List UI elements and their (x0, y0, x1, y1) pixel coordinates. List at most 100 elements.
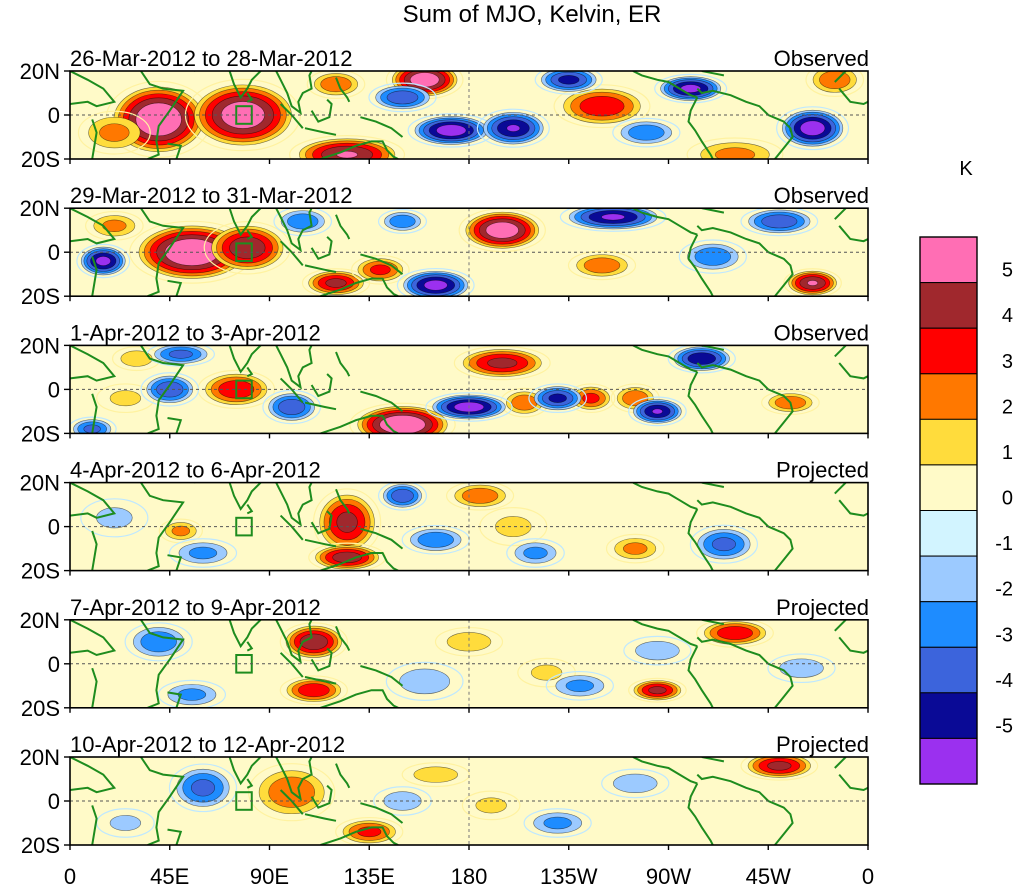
y-tick-label: 0 (48, 652, 60, 677)
coastline (834, 619, 847, 632)
chart-title: Sum of MJO, Kelvin, ER (403, 1, 662, 28)
contour-level (628, 124, 665, 141)
colorbar-swatch (919, 601, 978, 648)
coastline (227, 71, 263, 100)
coastline (140, 71, 185, 159)
coastline (140, 619, 185, 708)
contour-halo (601, 768, 670, 799)
coastline (838, 499, 868, 517)
contour-level (95, 256, 111, 266)
coastline (91, 393, 98, 434)
coastline (360, 253, 404, 275)
coastline (632, 619, 698, 648)
contour-halo (70, 416, 117, 434)
contour-level (171, 525, 191, 537)
coastline (275, 208, 313, 253)
coastline (834, 757, 847, 769)
coastline (275, 71, 313, 116)
colorbar-swatch (919, 646, 978, 694)
contour-level (320, 76, 352, 93)
contour-level (530, 664, 563, 681)
colorbar-unit-label: K (959, 158, 973, 180)
coastline (310, 236, 333, 261)
y-tick-label: 0 (48, 377, 60, 402)
y-tick-label: 20S (21, 284, 60, 309)
contour-level (386, 90, 419, 105)
field-plot (70, 345, 868, 434)
contour-level (475, 797, 507, 814)
contour-halo (377, 482, 428, 511)
coastline (320, 414, 399, 434)
coastline (70, 619, 117, 657)
contour-level (761, 214, 798, 229)
coastline (335, 626, 351, 652)
contour-halo (368, 82, 437, 113)
contour-level (99, 123, 130, 142)
contour-level (109, 390, 142, 407)
colorbar-label: -4 (995, 670, 1013, 692)
coastline (310, 647, 333, 672)
coastline (279, 652, 304, 678)
contour-halo (335, 816, 404, 845)
coastline (279, 103, 304, 129)
coastline (335, 351, 351, 377)
colorbar-swatch (919, 737, 978, 785)
contour-halo (776, 106, 850, 151)
contour-level (436, 124, 467, 137)
contour-halo (623, 635, 692, 666)
coastline (838, 773, 868, 792)
x-tick-label: 90E (250, 864, 289, 889)
contour-halo (425, 392, 513, 422)
coastline (279, 240, 304, 267)
coastline (304, 538, 337, 548)
contour-level (109, 815, 142, 831)
contour-level (799, 120, 826, 136)
panel-date-range: 7-Apr-2012 to 9-Apr-2012 (70, 595, 321, 620)
contour-level (409, 72, 440, 88)
contour-level (579, 95, 625, 117)
contour-level (767, 761, 792, 771)
coastline (335, 214, 351, 240)
y-tick-label: 20N (20, 608, 60, 633)
coastline (320, 552, 399, 571)
coastline (167, 279, 183, 297)
contour-halo (559, 208, 667, 232)
y-tick-label: 20S (21, 696, 60, 721)
x-tick-label: 180 (451, 864, 488, 889)
contour-level (613, 773, 658, 794)
contour-level (399, 668, 451, 695)
coastline (246, 778, 254, 789)
colorbar-swatch (919, 555, 978, 603)
coastline (360, 116, 404, 138)
coastline (335, 488, 351, 514)
colorbar-frame (919, 236, 978, 785)
coastline (320, 277, 399, 297)
coastline (632, 757, 698, 785)
contour-level (487, 357, 518, 369)
colorbar-label: -5 (995, 715, 1013, 737)
field-plot (70, 619, 868, 708)
colorbar-swatch (919, 418, 978, 466)
coastline (687, 508, 714, 571)
coastline (838, 636, 868, 654)
contour-halo (203, 221, 292, 275)
contour-level (548, 393, 567, 403)
contour-halo (567, 250, 637, 281)
coastline (304, 401, 337, 411)
contour-level (819, 71, 851, 89)
colorbar-swatch (919, 692, 978, 739)
coastline (91, 667, 98, 708)
y-tick-label: 20S (21, 833, 60, 858)
contour-level (582, 392, 600, 404)
coastline (167, 828, 183, 845)
contour-halo (545, 670, 614, 701)
contour-level (565, 679, 595, 692)
contour-level (523, 546, 548, 560)
contour-halo (385, 661, 464, 702)
contour-halo (506, 538, 565, 568)
map-panel-1: 26-Mar-2012 to 28-Mar-2012 Observed 20N 0 20… (20, 46, 869, 172)
contour-level (716, 626, 754, 640)
y-tick-label: 0 (48, 515, 60, 540)
contour-level (485, 221, 519, 239)
coastline (320, 826, 399, 845)
